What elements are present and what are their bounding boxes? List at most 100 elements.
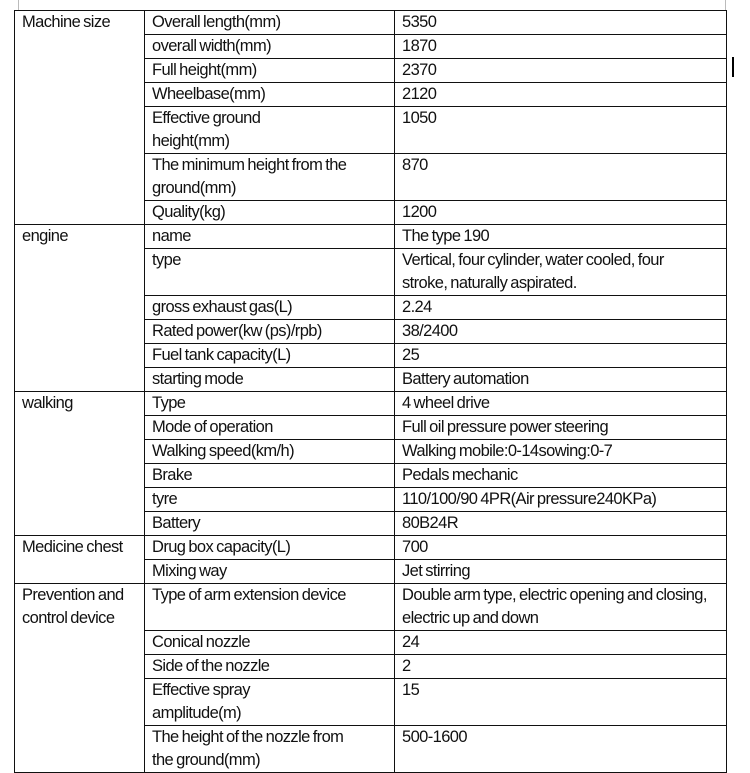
parameter-cell: Side of the nozzle bbox=[144, 654, 395, 679]
parameter-cell: The height of the nozzle from the ground… bbox=[144, 725, 395, 773]
group-label: Prevention and control device bbox=[14, 583, 145, 773]
parameter-cell: gross exhaust gas(L) bbox=[144, 295, 395, 320]
page-edge-right bbox=[725, 0, 726, 10]
value-text: 500-1600 bbox=[402, 728, 468, 746]
value-cell: 500-1600 bbox=[394, 725, 727, 773]
value-text: 38/2400 bbox=[402, 322, 458, 340]
value-text: Vertical, four cylinder, water cooled, f… bbox=[402, 251, 664, 292]
value-text: Jet stirring bbox=[402, 562, 471, 580]
parameter-text: overall width(mm) bbox=[152, 37, 272, 55]
group-label: Machine size bbox=[14, 10, 145, 225]
parameter-text: Effective spray amplitude(m) bbox=[152, 681, 251, 722]
table-row: Wheelbase(mm) 2120 bbox=[15, 82, 727, 107]
parameter-text: Full height(mm) bbox=[152, 61, 257, 79]
parameter-text: Fuel tank capacity(L) bbox=[152, 346, 291, 364]
parameter-cell: Rated power(kw (ps)/rpb) bbox=[144, 319, 395, 344]
table-row: overall width(mm) 1870 bbox=[15, 34, 727, 59]
table-row: Prevention and control device Type of arm… bbox=[14, 583, 727, 773]
value-cell: 2370 bbox=[394, 58, 727, 83]
parameter-cell: Type of arm extension device bbox=[144, 583, 395, 631]
value-text: Battery automation bbox=[402, 370, 529, 388]
parameter-cell: Walking speed(km/h) bbox=[144, 439, 395, 464]
value-cell: Walking mobile:0-14sowing:0-7 bbox=[394, 439, 727, 464]
value-text: Pedals mechanic bbox=[402, 466, 518, 484]
value-cell: 870 bbox=[394, 153, 727, 201]
value-cell: The type 190 bbox=[394, 224, 727, 249]
parameter-cell: Wheelbase(mm) bbox=[144, 82, 395, 107]
value-text: 870 bbox=[402, 156, 428, 174]
value-cell: 24 bbox=[394, 630, 727, 655]
value-cell: 110/100/90 4PR(Air pressure240KPa) bbox=[394, 487, 727, 512]
value-cell: Full oil pressure power steering bbox=[394, 415, 727, 440]
spec-table-body: Machine size Overall length(mm) 5350 overal… bbox=[14, 10, 727, 773]
parameter-cell: The minimum height from the ground(mm) bbox=[144, 153, 395, 201]
value-cell: Vertical, four cylinder, water cooled, f… bbox=[394, 248, 727, 296]
value-text: 2.24 bbox=[402, 298, 432, 316]
value-text: 1200 bbox=[402, 203, 437, 221]
value-text: 4 wheel drive bbox=[402, 394, 490, 412]
parameter-cell: Conical nozzle bbox=[144, 630, 395, 655]
page-edge-left bbox=[18, 0, 19, 10]
table-row: type Vertical, four cylinder, water coole… bbox=[15, 248, 727, 296]
table-row: Medicine chest Drug box capacity(L) 700 bbox=[14, 535, 727, 584]
value-text: 24 bbox=[402, 633, 420, 651]
parameter-text: The height of the nozzle from the ground… bbox=[152, 728, 344, 769]
value-text: 2370 bbox=[402, 61, 437, 79]
parameter-cell: Full height(mm) bbox=[144, 58, 395, 83]
value-text: Walking mobile:0-14sowing:0-7 bbox=[402, 442, 613, 460]
value-text: Full oil pressure power steering bbox=[402, 418, 609, 436]
value-text: 80B24R bbox=[402, 514, 459, 532]
value-cell: 25 bbox=[394, 343, 727, 368]
table-row: engine name The type 190 bbox=[14, 224, 727, 392]
value-cell: 15 bbox=[394, 678, 727, 726]
value-cell: 80B24R bbox=[394, 511, 727, 536]
table-row: Side of the nozzle 2 bbox=[15, 654, 727, 679]
parameter-text: Type of arm extension device bbox=[152, 586, 346, 604]
parameter-text: tyre bbox=[152, 490, 178, 508]
value-text: Double arm type, electric opening and cl… bbox=[402, 586, 707, 627]
table-row: Conical nozzle 24 bbox=[15, 630, 727, 655]
parameter-cell: Fuel tank capacity(L) bbox=[144, 343, 395, 368]
parameter-text: Brake bbox=[152, 466, 193, 484]
value-text: 2 bbox=[402, 657, 411, 675]
parameter-text: gross exhaust gas(L) bbox=[152, 298, 293, 316]
group-label: engine bbox=[14, 224, 145, 392]
parameter-cell: Quality(kg) bbox=[144, 200, 395, 225]
table-row: Fuel tank capacity(L) 25 bbox=[15, 343, 727, 368]
parameter-text: name bbox=[152, 227, 191, 245]
value-cell: 2.24 bbox=[394, 295, 727, 320]
parameter-text: Rated power(kw (ps)/rpb) bbox=[152, 322, 322, 340]
parameter-text: Mixing way bbox=[152, 562, 227, 580]
value-cell: Pedals mechanic bbox=[394, 463, 727, 488]
parameter-text: Drug box capacity(L) bbox=[152, 538, 291, 556]
parameter-text: starting mode bbox=[152, 370, 244, 388]
value-text: The type 190 bbox=[402, 227, 490, 245]
parameter-cell: Mode of operation bbox=[144, 415, 395, 440]
parameter-cell: type bbox=[144, 248, 395, 296]
parameter-cell: Drug box capacity(L) bbox=[144, 535, 395, 560]
value-text: 1870 bbox=[402, 37, 437, 55]
table-row: tyre 110/100/90 4PR(Air pressure240KPa) bbox=[15, 487, 727, 512]
parameter-text: Mode of operation bbox=[152, 418, 273, 436]
table-row: Effective spray amplitude(m) 15 bbox=[15, 678, 727, 726]
spec-table: Machine size Overall length(mm) 5350 overal… bbox=[14, 10, 727, 773]
value-cell: 5350 bbox=[394, 10, 727, 35]
parameter-text: Type bbox=[152, 394, 186, 412]
parameter-text: Effective ground height(mm) bbox=[152, 109, 261, 150]
text-cursor bbox=[732, 57, 734, 77]
value-text: 700 bbox=[402, 538, 428, 556]
parameter-cell: Type bbox=[144, 391, 395, 416]
group-label: walking bbox=[14, 391, 145, 536]
value-cell: 1870 bbox=[394, 34, 727, 59]
parameter-cell: Effective ground height(mm) bbox=[144, 106, 395, 154]
value-text: 25 bbox=[402, 346, 420, 364]
parameter-text: Overall length(mm) bbox=[152, 13, 281, 31]
value-cell: 4 wheel drive bbox=[394, 391, 727, 416]
parameter-text: Conical nozzle bbox=[152, 633, 251, 651]
parameter-cell: Overall length(mm) bbox=[144, 10, 395, 35]
parameter-text: The minimum height from the ground(mm) bbox=[152, 156, 347, 197]
parameter-cell: starting mode bbox=[144, 367, 395, 392]
value-text: 5350 bbox=[402, 13, 437, 31]
table-row: Walking speed(km/h) Walking mobile:0-14so… bbox=[15, 439, 727, 464]
value-text: 110/100/90 4PR(Air pressure240KPa) bbox=[402, 490, 657, 508]
